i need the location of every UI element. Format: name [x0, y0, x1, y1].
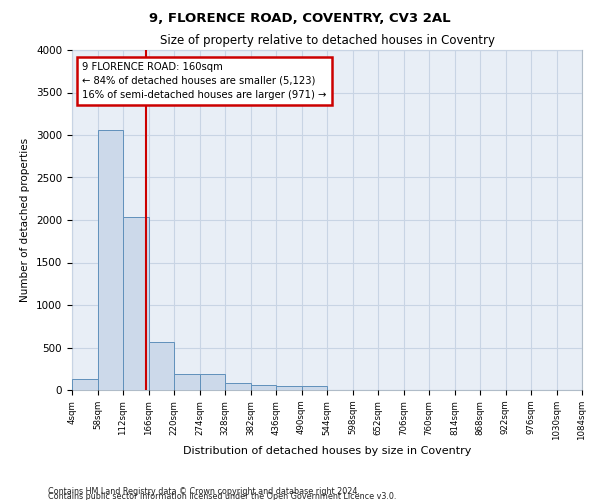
Bar [123, 216, 149, 390]
Y-axis label: Number of detached properties: Number of detached properties [20, 138, 31, 302]
Text: Contains public sector information licensed under the Open Government Licence v3: Contains public sector information licen… [48, 492, 397, 500]
X-axis label: Distribution of detached houses by size in Coventry: Distribution of detached houses by size … [183, 446, 471, 456]
Title: Size of property relative to detached houses in Coventry: Size of property relative to detached ho… [160, 34, 494, 48]
Bar [97, 130, 123, 390]
Bar [302, 386, 327, 390]
Bar [251, 385, 276, 390]
Text: Contains HM Land Registry data © Crown copyright and database right 2024.: Contains HM Land Registry data © Crown c… [48, 486, 360, 496]
Bar [276, 386, 302, 390]
Text: 9 FLORENCE ROAD: 160sqm
← 84% of detached houses are smaller (5,123)
16% of semi: 9 FLORENCE ROAD: 160sqm ← 84% of detache… [82, 62, 326, 100]
Bar [72, 379, 97, 390]
Bar [149, 342, 174, 390]
Bar [225, 383, 251, 390]
Text: 9, FLORENCE ROAD, COVENTRY, CV3 2AL: 9, FLORENCE ROAD, COVENTRY, CV3 2AL [149, 12, 451, 26]
Bar [174, 374, 199, 390]
Bar [200, 374, 225, 390]
